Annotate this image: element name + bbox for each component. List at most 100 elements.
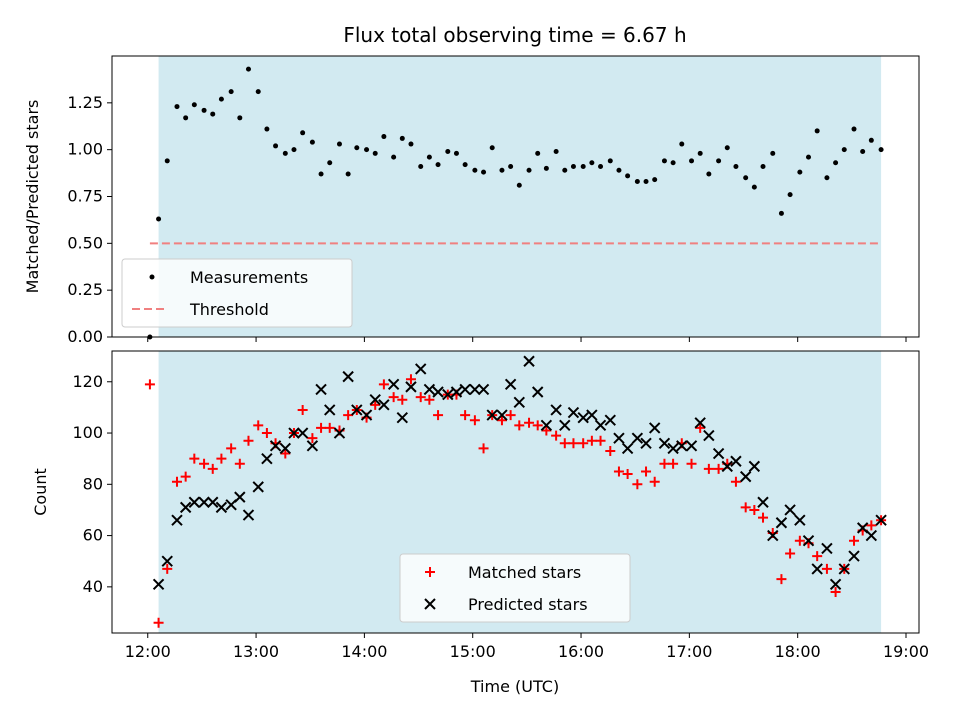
predicted-star-point xyxy=(387,378,400,391)
matched-star-point xyxy=(234,458,245,469)
measurement-point xyxy=(210,111,216,117)
measurement-point xyxy=(472,167,478,173)
predicted-star-point xyxy=(523,355,535,367)
measurement-point xyxy=(634,179,640,185)
matched-star-point xyxy=(758,512,769,523)
predicted-star-point xyxy=(865,529,878,542)
legend-box xyxy=(121,258,353,328)
measurement-point xyxy=(751,184,757,190)
predicted-star-point xyxy=(586,409,598,421)
matched-star-point xyxy=(496,415,507,426)
predicted-star-point xyxy=(613,432,625,444)
matched-star-point xyxy=(280,448,291,459)
predicted-star-point xyxy=(215,501,228,514)
predicted-star-point xyxy=(459,383,471,396)
measurement-point xyxy=(318,171,324,177)
matched-star-point xyxy=(343,410,354,421)
y-tick-label: 60 xyxy=(83,526,103,545)
measurement-point xyxy=(806,154,812,160)
predicted-star-point xyxy=(821,542,833,555)
predicted-star-point xyxy=(540,419,553,432)
measurement-point xyxy=(543,165,549,171)
measurement-point xyxy=(535,150,541,156)
predicted-star-point xyxy=(767,529,779,542)
measurement-point xyxy=(237,115,243,121)
predicted-star-point xyxy=(748,460,761,473)
predicted-star-point xyxy=(559,419,571,432)
measurement-point xyxy=(562,167,568,173)
legend-entry-label: Matched stars xyxy=(468,563,581,582)
measurement-point xyxy=(481,169,487,175)
predicted-star-point xyxy=(829,578,842,590)
matched-star-point xyxy=(253,420,264,431)
matched-star-point xyxy=(216,453,227,464)
measurement-point xyxy=(787,192,793,198)
x-tick-label: 14:00 xyxy=(341,642,387,661)
matched-star-point xyxy=(324,422,335,433)
predicted-star-point xyxy=(486,409,498,421)
matched-star-point xyxy=(686,458,697,469)
measurement-point xyxy=(553,149,559,155)
predicted-star-point xyxy=(252,481,264,493)
x-tick-label: 13:00 xyxy=(233,642,279,661)
predicted-star-point xyxy=(333,427,346,439)
matched-star-point xyxy=(478,443,489,454)
predicted-star-point xyxy=(279,442,292,455)
x-tick-label: 19:00 xyxy=(883,642,929,661)
matched-star-point xyxy=(541,425,552,436)
predicted-star-point xyxy=(432,386,444,398)
matched-star-point xyxy=(730,476,741,487)
predicted-star-point xyxy=(152,578,165,590)
matched-star-point xyxy=(568,438,579,449)
matched-star-point xyxy=(397,394,408,405)
matched-star-point xyxy=(776,574,787,585)
predicted-star-point xyxy=(594,419,607,432)
measurement-point xyxy=(824,175,830,181)
matched-star-point xyxy=(559,438,570,449)
matched-star-point xyxy=(695,422,706,433)
measurement-point xyxy=(228,89,234,95)
predicted-star-point xyxy=(794,514,806,526)
predicted-star-point xyxy=(667,442,679,455)
measurement-point xyxy=(273,143,279,149)
measurement-point xyxy=(354,145,360,151)
matched-star-point xyxy=(595,435,606,446)
predicted-star-point xyxy=(405,381,417,393)
measurement-point xyxy=(426,154,432,160)
matched-star-point xyxy=(505,410,516,421)
predicted-star-point xyxy=(577,411,589,424)
legend: Matched stars Predicted stars xyxy=(399,553,631,623)
predicted-star-point xyxy=(234,491,246,503)
matched-star-point xyxy=(316,422,327,433)
predicted-star-point xyxy=(640,437,652,449)
matched-star-point xyxy=(821,563,832,574)
legend-entry-label: Measurements xyxy=(190,268,308,287)
measurement-point xyxy=(616,167,622,173)
matched-star-point xyxy=(261,428,272,439)
predicted-star-point xyxy=(875,514,887,526)
matched-star-point xyxy=(189,453,200,464)
predicted-star-point xyxy=(288,427,300,439)
measurement-point xyxy=(418,164,424,170)
matched-star-point xyxy=(749,504,760,515)
measurement-point xyxy=(408,141,414,147)
predicted-star-point xyxy=(415,363,427,375)
x-tick-label: 16:00 xyxy=(558,642,604,661)
measurement-point xyxy=(183,115,189,121)
measurement-point xyxy=(381,134,387,140)
measurement-point xyxy=(833,160,839,166)
measurement-point xyxy=(156,216,162,222)
measurement-point xyxy=(264,126,270,132)
y-tick-label: 0.00 xyxy=(67,327,103,346)
predicted-star-point xyxy=(531,386,544,398)
matched-star-point xyxy=(641,466,652,477)
measurement-point xyxy=(508,164,514,170)
measurement-point xyxy=(300,130,306,136)
matched-star-point xyxy=(207,463,218,474)
x-tick-label: 12:00 xyxy=(125,642,171,661)
predicted-star-point xyxy=(550,404,562,416)
predicted-star-point xyxy=(730,455,742,467)
predicted-star-point xyxy=(739,470,752,483)
measurement-point xyxy=(516,182,522,188)
y-axis-label: Count xyxy=(31,468,50,516)
